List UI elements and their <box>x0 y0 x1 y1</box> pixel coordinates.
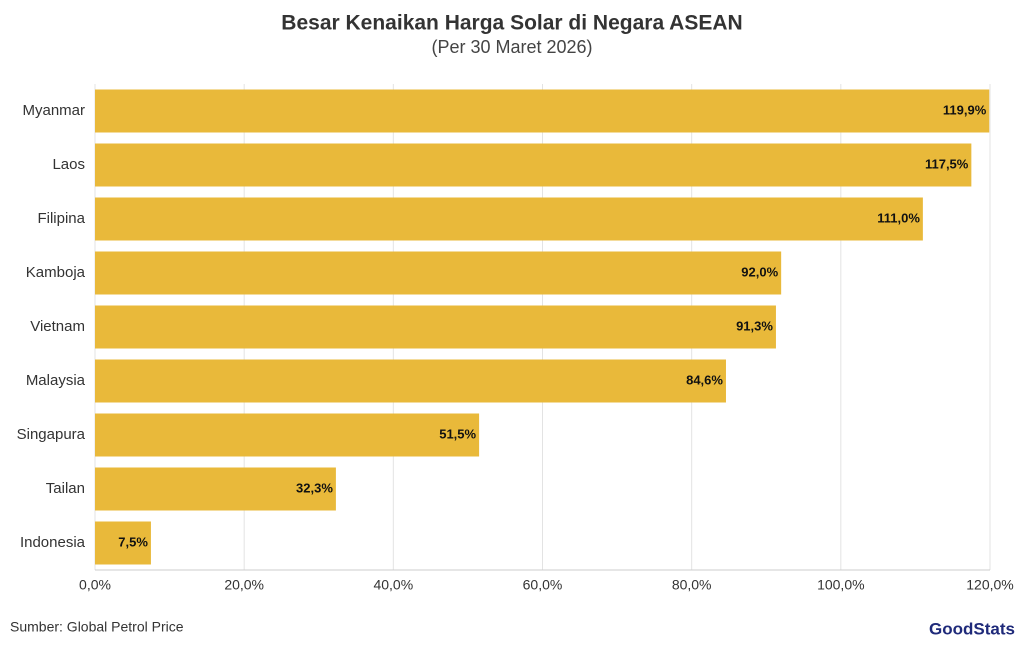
bar <box>95 305 776 349</box>
logo: GoodStats <box>929 619 1015 638</box>
value-label: 91,3% <box>736 318 773 333</box>
bar <box>95 251 782 295</box>
x-tick-label: 40,0% <box>373 577 413 593</box>
bar <box>95 413 480 457</box>
value-label: 32,3% <box>296 480 333 495</box>
y-tick-label: Singapura <box>17 426 86 443</box>
value-label: 51,5% <box>439 426 476 441</box>
y-tick-label: Indonesia <box>20 534 86 551</box>
y-tick-label: Filipina <box>37 210 85 227</box>
y-tick-label: Myanmar <box>22 102 85 119</box>
bar <box>95 521 151 565</box>
x-tick-label: 0,0% <box>79 577 111 593</box>
bar <box>95 143 972 187</box>
value-label: 7,5% <box>118 534 148 549</box>
value-label: 119,9% <box>943 102 987 117</box>
y-tick-label: Kamboja <box>26 264 86 281</box>
chart-title: Besar Kenaikan Harga Solar di Negara ASE… <box>281 12 742 35</box>
y-tick-label: Tailan <box>46 480 85 497</box>
x-tick-label: 100,0% <box>817 577 864 593</box>
y-tick-label: Vietnam <box>30 318 85 335</box>
y-tick-label: Malaysia <box>26 372 86 389</box>
x-tick-label: 120,0% <box>966 577 1013 593</box>
value-label: 92,0% <box>741 264 778 279</box>
x-tick-label: 20,0% <box>224 577 264 593</box>
value-label: 117,5% <box>925 156 969 171</box>
y-tick-label: Laos <box>52 156 85 173</box>
bar <box>95 467 336 511</box>
value-label: 111,0% <box>877 210 920 225</box>
bar <box>95 89 990 133</box>
x-tick-label: 60,0% <box>523 577 563 593</box>
bar <box>95 197 923 241</box>
bar <box>95 359 726 403</box>
x-tick-label: 80,0% <box>672 577 712 593</box>
source-note: Sumber: Global Petrol Price <box>10 619 184 635</box>
chart-subtitle: (Per 30 Maret 2026) <box>431 37 592 57</box>
value-label: 84,6% <box>686 372 723 387</box>
